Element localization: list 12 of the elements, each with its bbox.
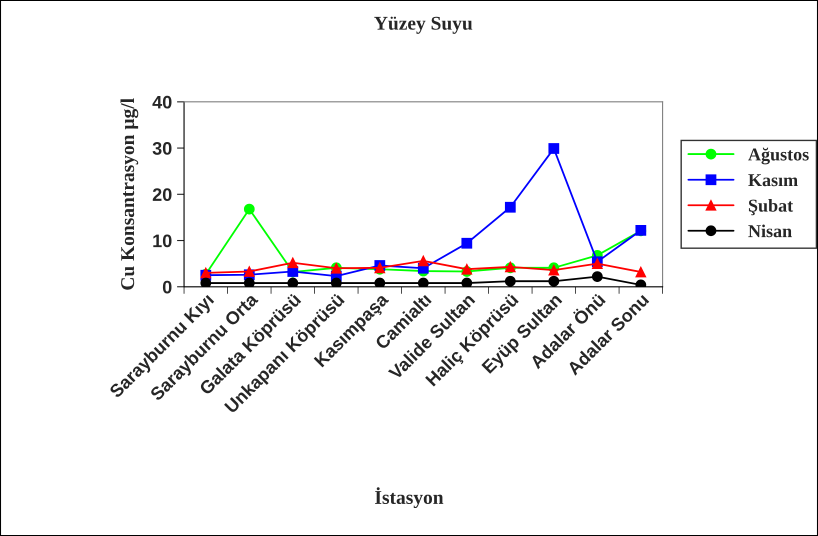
y-tick-label: 20 (152, 188, 172, 202)
y-tick-label: 0 (162, 280, 172, 294)
legend-label: Nisan (748, 224, 792, 238)
legend-label: Ağustos (748, 148, 809, 164)
legend-label: Kasım (748, 174, 798, 186)
y-axis-title: Cu Konsantrasyon µg/l (120, 98, 138, 290)
legend-label: Şubat (748, 199, 794, 216)
y-tick-label: 30 (152, 142, 172, 155)
y-tick-label: 10 (153, 234, 172, 248)
chart-title: Yüzey Suyu (374, 16, 472, 34)
x-axis-title: İstasyon (375, 487, 444, 508)
y-tick-label: 40 (152, 96, 172, 109)
